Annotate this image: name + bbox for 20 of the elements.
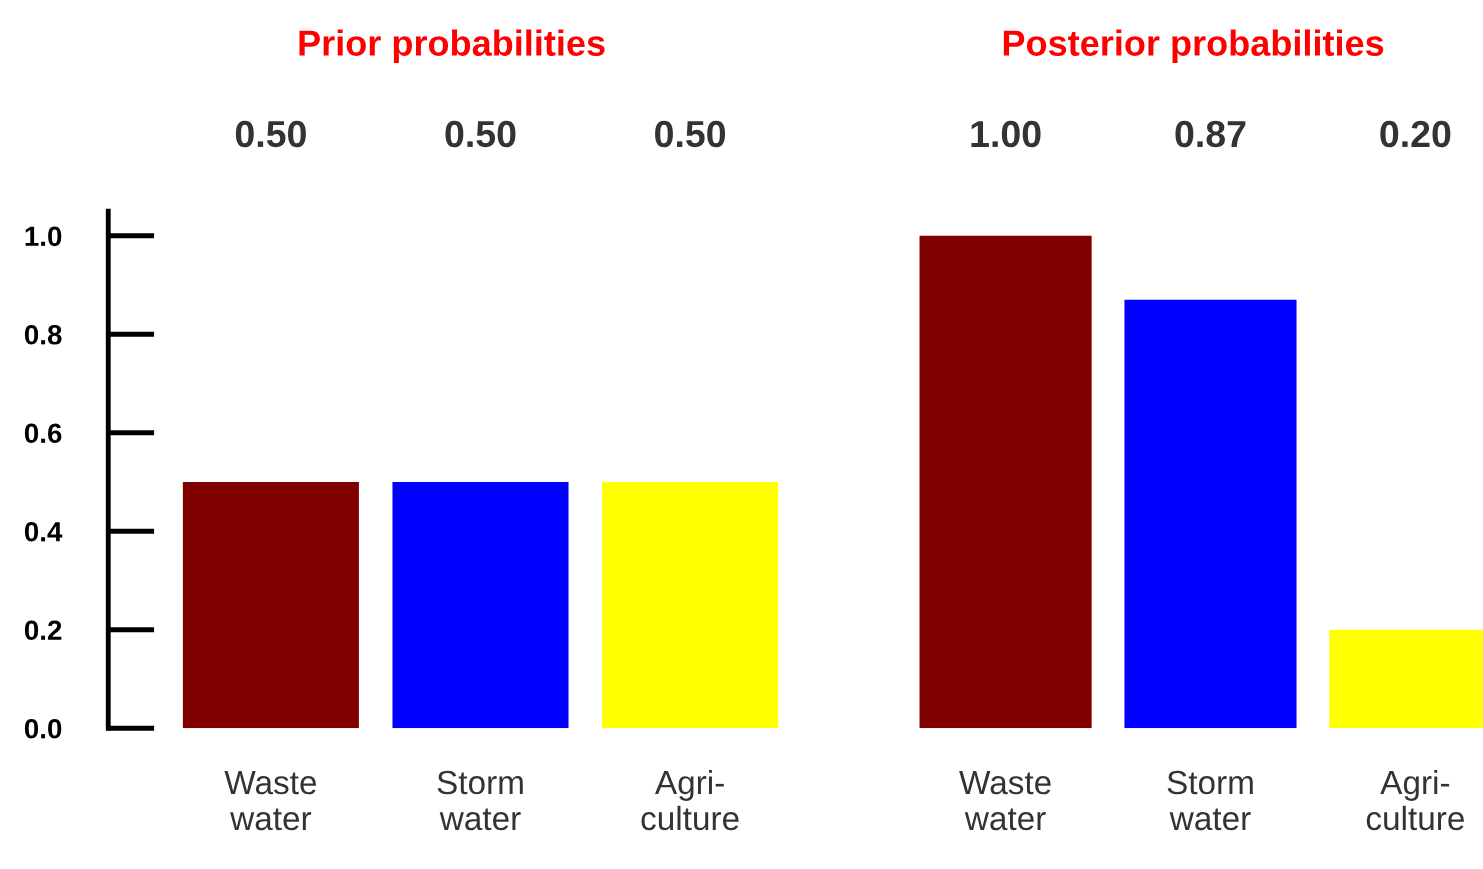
- data-label: 0.50: [445, 120, 516, 148]
- chart-title: Prior probabilities: [299, 29, 605, 64]
- data-label: 0.20: [1380, 120, 1451, 148]
- x-tick-label: Agri- culture: [1366, 769, 1464, 831]
- x-tick-label: Storm water: [437, 770, 523, 831]
- y-tick-label: 0.8: [24, 324, 62, 345]
- data-label: 1.00: [971, 120, 1041, 148]
- x-tick-label: Waste water: [224, 771, 317, 831]
- y-tick-label: 0.0: [24, 718, 62, 739]
- y-tick-label: 0.2: [24, 620, 62, 641]
- y-tick-label: 0.4: [24, 521, 63, 542]
- x-tick-label: Agri- culture: [641, 769, 739, 831]
- x-tick-label: Waste water: [959, 771, 1051, 831]
- data-label: 0.50: [235, 120, 306, 148]
- data-label: 0.87: [1175, 120, 1246, 148]
- y-tick-label: 0.6: [24, 423, 62, 444]
- data-label: 0.50: [655, 120, 726, 148]
- chart-title: Posterior probabilities: [1003, 29, 1384, 64]
- x-tick-label: Storm water: [1167, 770, 1253, 831]
- y-tick-label: 1.0: [25, 226, 62, 247]
